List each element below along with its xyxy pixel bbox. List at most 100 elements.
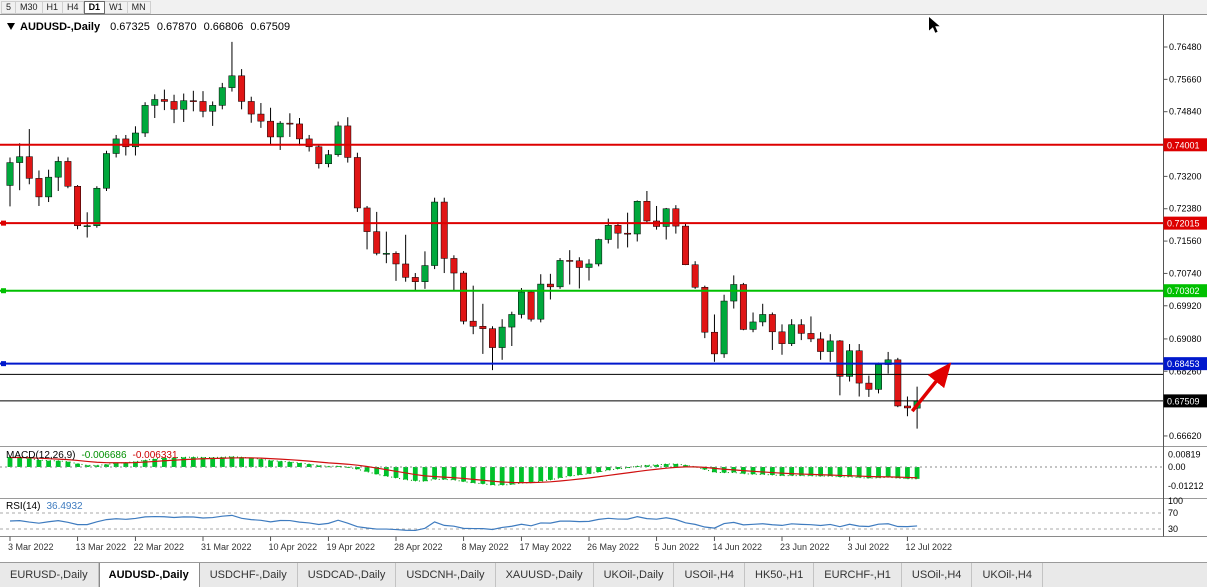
hline-handle[interactable]: [1, 220, 6, 226]
high-value: 0.67870: [156, 21, 197, 33]
candle: [585, 259, 593, 281]
price-tick-label: 0.76480: [1169, 42, 1202, 52]
macd-bar: [123, 462, 129, 467]
macd-bar: [229, 456, 235, 467]
candle: [469, 285, 477, 335]
candle: [363, 205, 371, 250]
macd-bar: [654, 464, 659, 467]
price-badge-label: 0.72015: [1167, 219, 1200, 229]
timeframe-button-w1[interactable]: W1: [105, 0, 128, 14]
candle: [711, 314, 718, 362]
low-value: 0.66806: [203, 21, 244, 33]
macd-main-value: -0.006686: [81, 450, 127, 461]
candle: [807, 316, 815, 343]
timeframe-button-5[interactable]: 5: [1, 0, 17, 14]
macd-bar: [683, 465, 688, 467]
date-label: 17 May 2022: [519, 542, 571, 552]
macd-bar: [393, 467, 399, 478]
date-label: 12 Jul 2022: [905, 542, 952, 552]
macd-bar: [181, 457, 187, 467]
macd-bar: [94, 465, 100, 467]
tab-usdchf-daily[interactable]: USDCHF-,Daily: [199, 563, 298, 587]
candle: [132, 126, 139, 156]
macd-bar: [663, 464, 669, 467]
timeframe-button-h1[interactable]: H1: [42, 0, 64, 14]
hline-handle[interactable]: [1, 361, 6, 367]
hline-objects: [0, 143, 1164, 402]
candle: [6, 157, 14, 207]
macd-bar: [499, 467, 505, 486]
macd-line: [9, 456, 918, 486]
macd-bar: [519, 467, 524, 484]
tab-usoil-h4[interactable]: USOil-,H4: [901, 563, 973, 587]
timeframe-button-mn[interactable]: MN: [127, 0, 151, 14]
tab-audusd-daily[interactable]: AUDUSD-,Daily: [98, 563, 200, 587]
candle: [305, 134, 313, 152]
date-label: 31 Mar 2022: [201, 542, 252, 552]
price-tick-label: 0.69080: [1169, 334, 1202, 344]
tab-usdcad-daily[interactable]: USDCAD-,Daily: [297, 563, 397, 587]
tab-usdcnh-daily[interactable]: USDCNH-,Daily: [396, 563, 496, 587]
candlestick-series: [6, 41, 921, 429]
macd-bar: [789, 467, 795, 476]
candle: [904, 396, 911, 417]
price-badge-label: 0.68453: [1167, 359, 1200, 369]
macd-pane: 0.00819 0.00 -0.01212: [0, 449, 1204, 491]
close-value: 0.67509: [250, 21, 291, 33]
date-label: 3 Jul 2022: [848, 542, 890, 552]
macd-bar: [432, 467, 437, 480]
chart-canvas[interactable]: 0.00819 0.00 -0.01212 100 70 30 0.76480 0.75660…: [0, 15, 1207, 562]
tab-eurchf-h1[interactable]: EURCHF-,H1: [814, 563, 902, 587]
candle: [865, 375, 873, 397]
rsi-value: 36.4932: [46, 501, 83, 512]
rsi-pane: 100 70 30: [0, 496, 1183, 534]
timeframe-button-m30[interactable]: M30: [16, 0, 43, 14]
macd-bar: [837, 467, 843, 477]
candle: [855, 344, 863, 397]
price-tick-label: 0.71560: [1169, 236, 1202, 246]
tab-ukoil-daily[interactable]: UKOil-,Daily: [593, 563, 675, 587]
candle: [450, 255, 458, 291]
rsi-name: RSI(14): [6, 501, 41, 512]
candle: [189, 90, 197, 112]
macd-bar: [26, 458, 32, 467]
candle: [720, 294, 728, 358]
candle: [479, 303, 487, 354]
hline-handle[interactable]: [1, 288, 6, 294]
macd-bar: [422, 467, 428, 482]
timeframe-button-d1[interactable]: D1: [83, 0, 106, 14]
candle: [595, 238, 603, 267]
macd-indicator-label: MACD(12,26,9) -0.006686 -0.006331: [6, 450, 178, 461]
date-label: 22 Mar 2022: [133, 542, 184, 552]
tab-eurusd-daily[interactable]: EURUSD-,Daily: [0, 563, 99, 587]
tab-xauusd-daily[interactable]: XAUUSD-,Daily: [495, 563, 594, 587]
macd-bar: [355, 467, 360, 470]
date-axis[interactable]: 3 Mar 2022 13 Mar 2022 22 Mar 2022 31 Mar 2…: [8, 536, 952, 553]
timeframe-button-h4[interactable]: H4: [63, 0, 84, 14]
macd-bar: [133, 461, 138, 467]
candle: [788, 319, 796, 347]
macd-bar: [36, 460, 42, 467]
price-tick-label: 0.74840: [1169, 107, 1202, 117]
macd-bar: [171, 457, 177, 467]
candle: [527, 289, 535, 322]
candle: [151, 94, 159, 119]
candle: [218, 82, 226, 110]
tab-usoil-h4[interactable]: USOil-,H4: [674, 563, 745, 587]
macd-bar: [808, 467, 814, 476]
macd-bar: [335, 466, 341, 467]
tab-ukoil-h4[interactable]: UKOil-,H4: [972, 563, 1043, 587]
price-badge: [1163, 284, 1207, 298]
rsi-axis-label: 30: [1168, 524, 1178, 534]
tab-hk50-h1[interactable]: HK50-,H1: [745, 563, 815, 587]
candle: [74, 185, 81, 230]
price-axis[interactable]: 0.76480 0.75660 0.74840 0.73200 0.72380 0.715…: [1163, 42, 1207, 441]
trend-arrow[interactable]: [910, 362, 952, 413]
candle: [691, 261, 699, 289]
rsi-line: [9, 514, 918, 532]
macd-bar: [258, 459, 264, 467]
macd-bar: [152, 458, 158, 467]
macd-bar: [818, 467, 823, 477]
date-label: 19 Apr 2022: [326, 542, 375, 552]
date-label: 8 May 2022: [462, 542, 509, 552]
